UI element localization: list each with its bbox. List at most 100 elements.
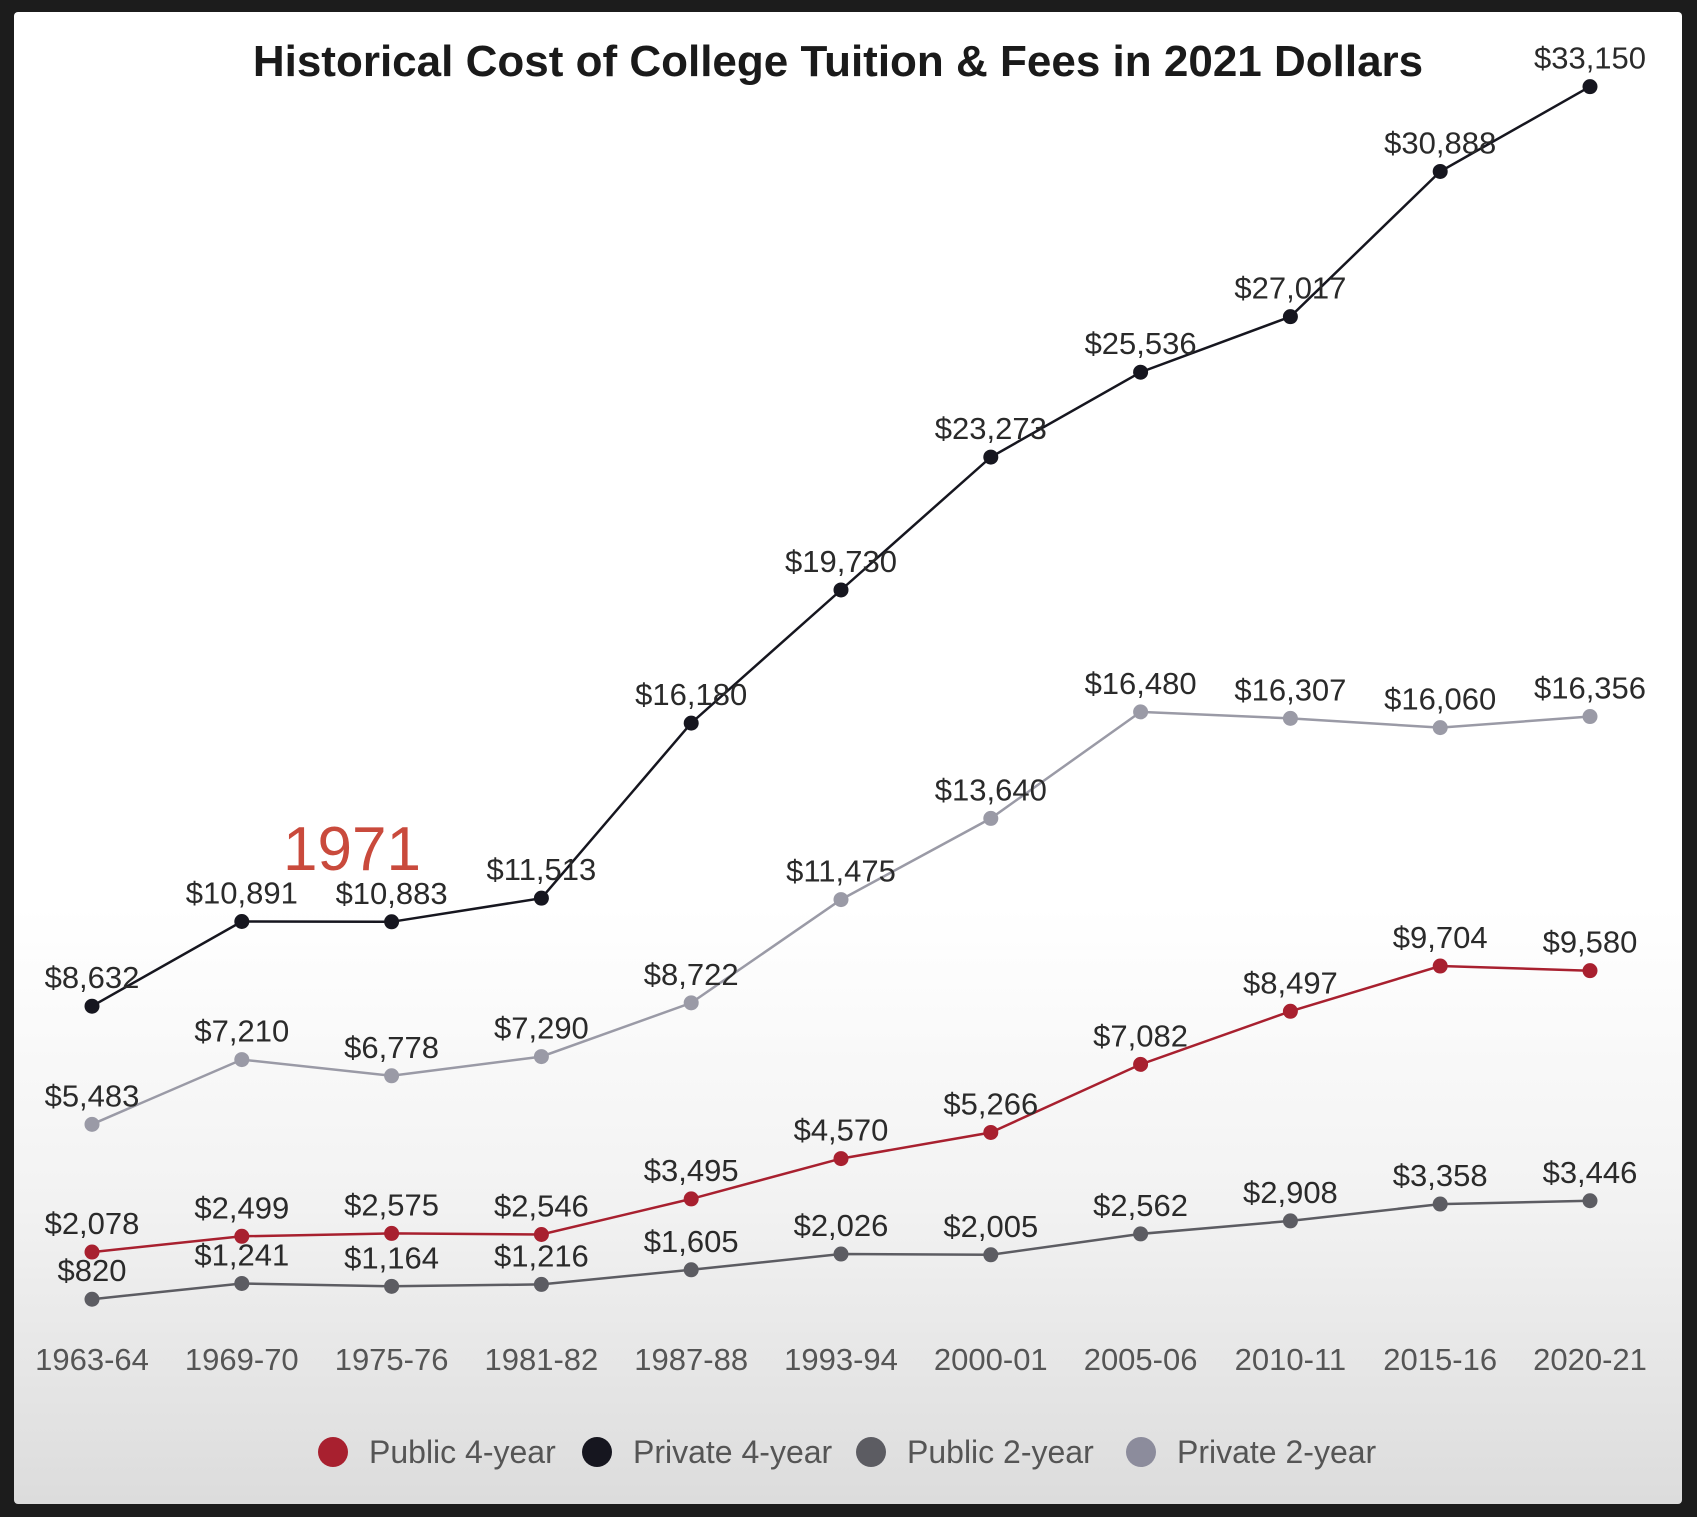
data-point-private-4-year: [1282, 309, 1298, 325]
legend-label: Private 2-year: [1177, 1434, 1377, 1470]
x-tick-label: 2015-16: [1383, 1342, 1497, 1377]
data-point-public-4-year: [84, 1244, 100, 1260]
x-tick-label: 1987-88: [634, 1342, 748, 1377]
data-point-public-4-year: [1582, 963, 1598, 979]
data-label-public-2-year: $1,605: [644, 1224, 739, 1259]
legend-item-private-4-year[interactable]: Private 4-year: [582, 1434, 833, 1470]
data-label-private-2-year: $5,483: [45, 1078, 140, 1113]
data-label-private-2-year: $13,640: [935, 772, 1047, 807]
data-label-private-4-year: $23,273: [935, 411, 1047, 446]
data-label-private-4-year: $11,513: [487, 852, 597, 887]
x-tick-label: 1963-64: [35, 1342, 149, 1377]
data-label-private-4-year: $16,180: [635, 677, 747, 712]
data-label-private-4-year: $19,730: [785, 544, 897, 579]
data-label-private-4-year: $25,536: [1085, 326, 1197, 361]
data-label-public-4-year: $5,266: [943, 1086, 1038, 1121]
data-point-private-4-year: [683, 715, 699, 731]
data-point-public-4-year: [234, 1228, 250, 1244]
data-label-private-4-year: $10,883: [336, 876, 448, 911]
data-label-public-2-year: $1,164: [344, 1240, 439, 1275]
series-public-4-year: $2,078 $2,499 $2,575 $2,546 $3,495 $4,570 $5,2…: [45, 920, 1637, 1260]
data-point-public-4-year: [983, 1124, 999, 1140]
series-line-private-2-year: [91, 710, 1591, 1126]
data-point-public-4-year: [384, 1225, 400, 1241]
data-label-private-2-year: $11,475: [786, 854, 896, 889]
data-label-private-2-year: $7,290: [494, 1011, 589, 1046]
data-point-public-4-year: [833, 1151, 849, 1167]
data-point-public-4-year: [683, 1191, 699, 1207]
data-label-public-2-year: $2,562: [1093, 1188, 1188, 1223]
data-label-private-2-year: $6,778: [344, 1030, 439, 1065]
legend-item-public-2-year[interactable]: Public 2-year: [856, 1434, 1094, 1470]
data-point-private-2-year: [983, 810, 999, 826]
x-tick-label: 2000-01: [934, 1342, 1048, 1377]
data-point-public-2-year: [683, 1262, 699, 1278]
data-point-private-2-year: [683, 995, 699, 1011]
data-label-public-2-year: $3,358: [1393, 1158, 1488, 1193]
legend-item-public-4-year[interactable]: Public 4-year: [318, 1434, 556, 1470]
data-label-private-4-year: $8,632: [45, 960, 140, 995]
x-tick-label: 1993-94: [784, 1342, 898, 1377]
data-label-public-4-year: $4,570: [794, 1113, 889, 1148]
data-point-public-4-year: [533, 1227, 549, 1243]
data-label-public-2-year: $2,908: [1243, 1175, 1338, 1210]
series-public-2-year: $820 $1,241 $1,164 $1,216 $1,605 $2,026 $2,005…: [58, 1155, 1638, 1307]
data-point-public-2-year: [983, 1247, 999, 1263]
data-point-public-4-year: [1133, 1056, 1149, 1072]
data-point-public-2-year: [1282, 1213, 1298, 1229]
data-point-private-2-year: [833, 892, 849, 908]
data-point-private-2-year: [84, 1116, 100, 1132]
data-point-private-2-year: [1582, 709, 1598, 725]
legend-label: Private 4-year: [633, 1434, 833, 1470]
legend-marker: [856, 1437, 886, 1467]
data-point-private-4-year: [983, 449, 999, 465]
data-point-private-2-year: [1133, 704, 1149, 720]
x-tick-label: 1981-82: [485, 1342, 599, 1377]
data-point-private-4-year: [234, 914, 250, 930]
data-label-public-4-year: $2,575: [344, 1187, 439, 1222]
data-label-private-4-year: $27,017: [1234, 271, 1346, 306]
x-tick-label: 2010-11: [1235, 1342, 1346, 1377]
series-private-2-year: $5,483 $7,210 $6,778 $7,290 $8,722 $11,475 $13…: [45, 666, 1646, 1132]
data-point-private-4-year: [833, 582, 849, 598]
data-point-private-2-year: [234, 1052, 250, 1068]
data-label-private-2-year: $16,307: [1234, 672, 1346, 707]
data-point-private-2-year: [384, 1068, 400, 1084]
data-label-public-4-year: $2,499: [194, 1190, 289, 1225]
data-label-public-2-year: $1,216: [494, 1238, 589, 1273]
year-annotation: 1971: [283, 815, 421, 884]
x-tick-label: 2020-21: [1533, 1342, 1647, 1377]
series-private-4-year: $8,632 $10,891 $10,883 $11,513 $16,180 $19,73…: [45, 41, 1646, 1014]
data-label-public-4-year: $7,082: [1093, 1018, 1188, 1053]
data-label-private-4-year: $33,150: [1534, 41, 1646, 76]
data-label-private-2-year: $8,722: [644, 957, 739, 992]
series-layer: $5,483 $7,210 $6,778 $7,290 $8,722 $11,475 $13…: [45, 41, 1646, 1307]
data-point-public-2-year: [1582, 1193, 1598, 1209]
data-point-public-2-year: [833, 1246, 849, 1262]
data-point-public-2-year: [384, 1278, 400, 1294]
data-point-private-2-year: [1282, 710, 1298, 726]
legend-marker: [582, 1437, 612, 1467]
data-label-private-4-year: $10,891: [186, 876, 298, 911]
data-label-public-2-year: $3,446: [1543, 1155, 1638, 1190]
data-point-private-4-year: [384, 914, 400, 930]
data-point-private-4-year: [1432, 163, 1448, 179]
data-point-private-2-year: [1432, 720, 1448, 736]
x-axis: 1963-64 1969-70 1975-76 1981-82 1987-88 1993-…: [35, 1342, 1647, 1377]
x-tick-label: 1969-70: [185, 1342, 299, 1377]
legend-item-private-2-year[interactable]: Private 2-year: [1126, 1434, 1377, 1470]
data-point-private-2-year: [533, 1049, 549, 1065]
data-label-public-4-year: $3,495: [644, 1153, 739, 1188]
data-point-public-2-year: [1133, 1226, 1149, 1242]
data-label-private-2-year: $16,480: [1085, 666, 1197, 701]
chart-title: Historical Cost of College Tuition & Fee…: [253, 37, 1423, 86]
legend: Public 4-year Private 4-year Public 2-year…: [318, 1434, 1377, 1470]
data-point-private-4-year: [533, 890, 549, 906]
data-label-public-4-year: $2,546: [494, 1189, 589, 1224]
data-point-public-2-year: [533, 1276, 549, 1292]
x-tick-label: 1975-76: [335, 1342, 449, 1377]
data-point-private-4-year: [1133, 364, 1149, 380]
data-point-private-4-year: [1582, 79, 1598, 95]
data-point-public-4-year: [1282, 1003, 1298, 1019]
